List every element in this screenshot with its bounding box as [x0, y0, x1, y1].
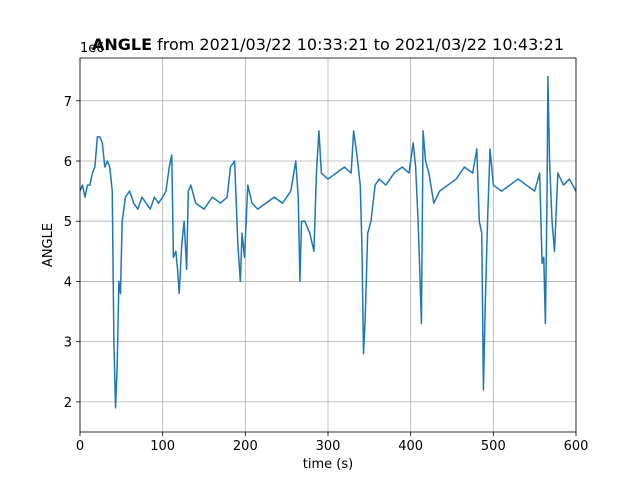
x-tick-label: 100	[150, 439, 175, 454]
x-tick-label: 600	[564, 439, 589, 454]
data-line	[79, 75, 577, 409]
x-tick-label: 200	[233, 439, 258, 454]
y-tick-label: 5	[64, 215, 72, 230]
y-tick-label: 6	[64, 155, 72, 170]
title-rest: from 2021/03/22 10:33:21 to 2021/03/22 1…	[157, 35, 564, 54]
y-tick-label: 4	[64, 275, 72, 290]
y-tick-label: 7	[64, 95, 72, 110]
y-offset-label: 1e6	[80, 41, 105, 56]
title-bold: ANGLE	[92, 35, 152, 54]
x-tick-label: 300	[316, 439, 341, 454]
x-tick-label: 0	[76, 439, 84, 454]
y-tick-label: 3	[64, 336, 72, 351]
y-tick-label: 2	[64, 396, 72, 411]
x-tick-label: 500	[481, 439, 506, 454]
x-tick-label: 400	[398, 439, 423, 454]
plot-frame	[79, 57, 577, 433]
y-axis-label: ANGLE	[41, 223, 56, 267]
chart-title: ANGLE from 2021/03/22 10:33:21 to 2021/0…	[92, 35, 564, 54]
x-axis-label: time (s)	[303, 457, 353, 472]
